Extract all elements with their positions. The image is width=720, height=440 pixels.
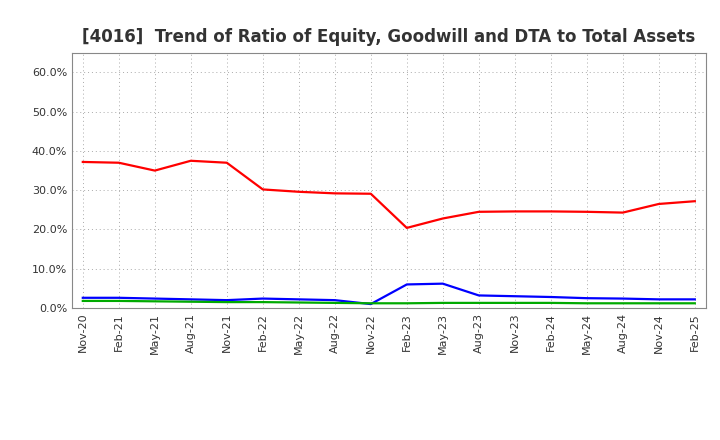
- Goodwill: [618, 296, 627, 301]
- Goodwill: [690, 297, 699, 302]
- Equity: [222, 160, 231, 165]
- Equity: [186, 158, 195, 163]
- Equity: [474, 209, 483, 214]
- Deferred Tax Assets: [150, 299, 159, 304]
- Goodwill: [366, 301, 375, 307]
- Equity: [402, 225, 411, 231]
- Deferred Tax Assets: [618, 301, 627, 306]
- Deferred Tax Assets: [510, 300, 519, 305]
- Goodwill: [402, 282, 411, 287]
- Deferred Tax Assets: [654, 301, 663, 306]
- Deferred Tax Assets: [582, 301, 591, 306]
- Goodwill: [546, 294, 555, 300]
- Equity: [438, 216, 447, 221]
- Equity: [618, 210, 627, 215]
- Goodwill: [474, 293, 483, 298]
- Deferred Tax Assets: [78, 298, 87, 304]
- Goodwill: [330, 297, 339, 303]
- Deferred Tax Assets: [402, 301, 411, 306]
- Equity: [654, 202, 663, 207]
- Goodwill: [222, 297, 231, 303]
- Equity: [294, 189, 303, 194]
- Deferred Tax Assets: [330, 300, 339, 305]
- Goodwill: [654, 297, 663, 302]
- Deferred Tax Assets: [186, 299, 195, 304]
- Goodwill: [258, 296, 267, 301]
- Goodwill: [114, 295, 123, 301]
- Equity: [330, 191, 339, 196]
- Equity: [150, 168, 159, 173]
- Deferred Tax Assets: [474, 300, 483, 305]
- Deferred Tax Assets: [366, 301, 375, 306]
- Equity: [114, 160, 123, 165]
- Title: [4016]  Trend of Ratio of Equity, Goodwill and DTA to Total Assets: [4016] Trend of Ratio of Equity, Goodwil…: [82, 28, 696, 46]
- Equity: [258, 187, 267, 192]
- Goodwill: [294, 297, 303, 302]
- Goodwill: [186, 297, 195, 302]
- Deferred Tax Assets: [546, 300, 555, 305]
- Goodwill: [150, 296, 159, 301]
- Line: Deferred Tax Assets: Deferred Tax Assets: [83, 301, 695, 303]
- Equity: [366, 191, 375, 196]
- Goodwill: [510, 293, 519, 299]
- Goodwill: [438, 281, 447, 286]
- Line: Goodwill: Goodwill: [83, 284, 695, 304]
- Equity: [546, 209, 555, 214]
- Equity: [510, 209, 519, 214]
- Deferred Tax Assets: [258, 300, 267, 305]
- Goodwill: [78, 295, 87, 301]
- Deferred Tax Assets: [294, 300, 303, 305]
- Line: Equity: Equity: [83, 161, 695, 228]
- Equity: [690, 198, 699, 204]
- Deferred Tax Assets: [438, 300, 447, 305]
- Equity: [78, 159, 87, 165]
- Deferred Tax Assets: [690, 301, 699, 306]
- Goodwill: [582, 296, 591, 301]
- Deferred Tax Assets: [222, 300, 231, 305]
- Deferred Tax Assets: [114, 298, 123, 304]
- Equity: [582, 209, 591, 214]
